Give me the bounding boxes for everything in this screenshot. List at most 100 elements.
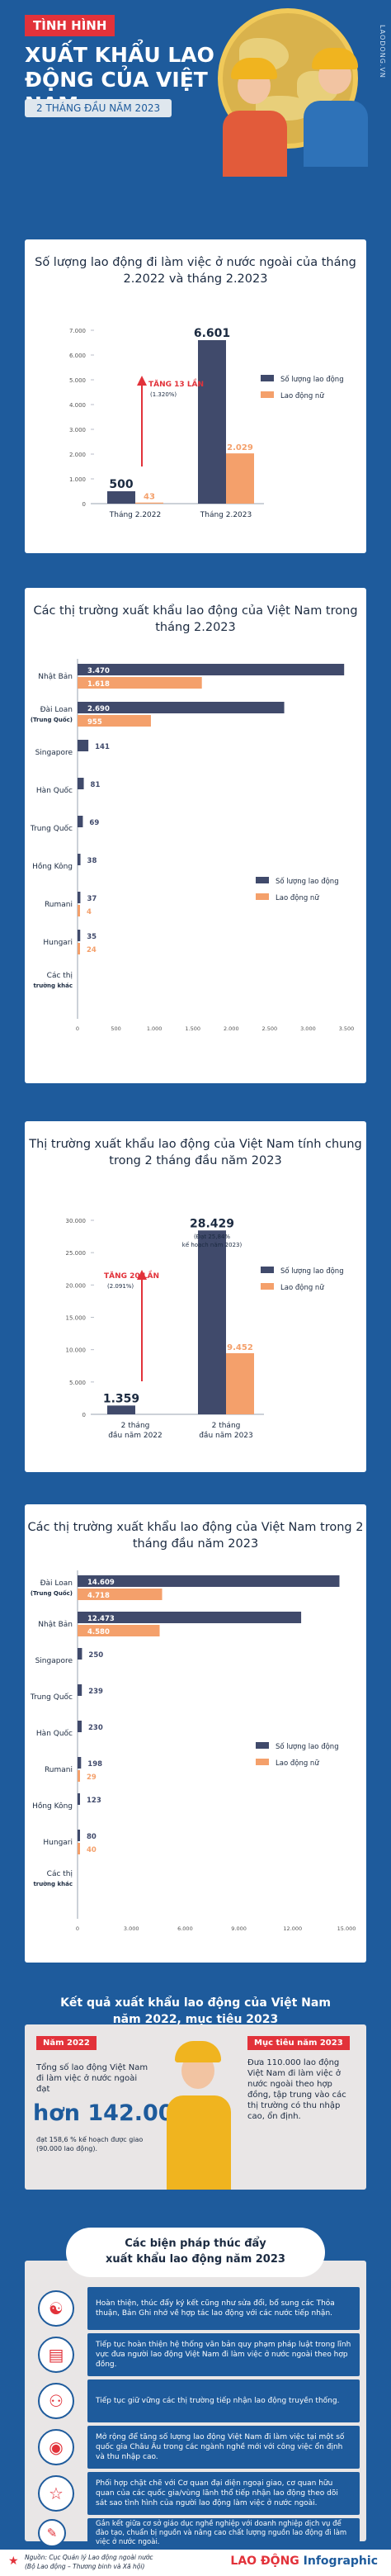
worker-illustration-right: [297, 33, 371, 198]
star-icon: ★: [8, 2555, 19, 2568]
bar: [78, 677, 202, 689]
bar-value-label: 2.690: [87, 705, 110, 713]
bar-value-label: 4: [87, 908, 92, 916]
chart-2-title-text: Các thị trường xuất khẩu lao động của Vi…: [33, 604, 358, 634]
bar: [78, 1625, 160, 1636]
x-tick-sublabel: đầu năm 2023: [199, 1431, 253, 1440]
x-tick-label: 3.000: [124, 1925, 139, 1932]
trend-arrow-head: [137, 376, 147, 386]
bar: [78, 702, 285, 713]
chart-4-title-text: Các thị trường xuất khẩu lao động của Vi…: [27, 1521, 364, 1551]
bar: [78, 1721, 82, 1732]
measure-text: Phối hợp chặt chẽ với Cơ quan đại diện n…: [87, 2472, 360, 2515]
category-sublabel: trường khác: [33, 1881, 73, 1887]
category-label: Các thị: [47, 1870, 73, 1878]
chart-4: 0 3.000 6.000 9.000 12.000 15.000 Đài Loan(Tru…: [30, 1570, 356, 1932]
x-tick-label: 0: [76, 1025, 79, 1032]
y-tick-label: 7.000: [69, 328, 86, 334]
x-tick-label: 3.500: [339, 1025, 355, 1032]
category-label: Hàn Quốc: [36, 1729, 73, 1738]
bar-value-label: 37: [87, 895, 97, 903]
globe-icon: ◉: [38, 2429, 74, 2465]
bar-note: kế hoạch năm 2023): [182, 1242, 243, 1248]
results-big-number: hơn 142.000: [33, 2100, 190, 2126]
bar: [135, 502, 163, 504]
worker-icon: ⚇: [38, 2383, 74, 2419]
bar-value-label: 35: [87, 933, 97, 941]
bar-value-label: 239: [88, 1688, 103, 1696]
bar: [78, 1830, 80, 1841]
annotation-sublabel: (1.320%): [150, 391, 177, 398]
legend-label: Lao động nữ: [280, 391, 324, 400]
annotation-sublabel: (2.091%): [107, 1283, 134, 1290]
bar: [78, 930, 81, 941]
trend-arrow-head: [137, 1270, 147, 1280]
category-label: Rumani: [45, 901, 73, 909]
results-box: Năm 2022 Tổng số lao động Việt Nam đi là…: [25, 2024, 366, 2190]
bar: [78, 816, 83, 827]
bar: [78, 1843, 80, 1854]
y-tick-label: 4.000: [69, 402, 86, 409]
category-sublabel: trường khác: [33, 983, 73, 989]
header-tag: TÌNH HÌNH: [25, 15, 115, 36]
chart-card-2: Các thị trường xuất khẩu lao động của Vi…: [25, 588, 366, 1083]
category-label: Đài Loan: [40, 1579, 73, 1588]
worker-illustration-left: [221, 50, 287, 198]
measure-item: ▤ Tiếp tục hoàn thiện hệ thống văn bản q…: [38, 2333, 360, 2376]
bar: [78, 778, 84, 789]
results-right-text: Đưa 110.000 lao động Việt Nam đi làm việ…: [247, 2058, 346, 2121]
x-tick-label: Tháng 2.2023: [200, 511, 252, 519]
y-tick-label: 0: [82, 501, 86, 508]
chart-card-1: Số lượng lao động đi làm việc ở nước ngo…: [25, 239, 366, 553]
measures-title-line-1: Các biện pháp thúc đẩy: [125, 2237, 266, 2250]
bar: [78, 1648, 82, 1660]
bar: [78, 1793, 80, 1805]
bar: [78, 664, 345, 675]
results-right-tag: Mục tiêu năm 2023: [247, 2036, 350, 2050]
y-tick-label: 5.000: [69, 377, 86, 384]
bar-value-label: 4.718: [87, 1592, 110, 1600]
bar: [198, 1230, 226, 1414]
measure-item: ⚇ Tiếp tục giữ vững các thị trường tiếp …: [38, 2379, 360, 2422]
legend-label: Số lượng lao động: [276, 877, 339, 886]
y-tick-label: 10.000: [66, 1347, 87, 1354]
measure-text: Tiếp tục hoàn thiện hệ thống văn bản quy…: [87, 2333, 360, 2376]
footer-source-line-1: Nguồn: Cục Quản lý Lao động ngoài nước: [25, 2554, 153, 2561]
bar: [198, 339, 226, 504]
bar-value-label: 69: [89, 819, 99, 827]
bar-value-label: 43: [144, 493, 155, 502]
brand-logo-part-2: Infographic: [303, 2555, 378, 2568]
bar-value-label: 4.580: [87, 1628, 110, 1636]
legend-label: Số lượng lao động: [276, 1742, 339, 1751]
chart-2-title: Các thị trường xuất khẩu lao động của Vi…: [25, 603, 366, 636]
legend-label: Số lượng lao động: [280, 1267, 344, 1276]
legend-swatch: [256, 893, 269, 900]
legend-swatch: [261, 1267, 274, 1273]
annotation-label: TĂNG 13 LẦN: [148, 378, 204, 389]
measures-title-line-2: xuất khẩu lao động năm 2023: [106, 2253, 285, 2266]
x-tick-label: 1.000: [147, 1025, 163, 1032]
measure-item: ☯ Hoàn thiện, thúc đẩy ký kết cũng như s…: [38, 2287, 360, 2330]
measures-title: Các biện pháp thúc đẩy xuất khẩu lao độn…: [66, 2228, 325, 2277]
header: TÌNH HÌNH XUẤT KHẨU LAO ĐỘNG CỦA VIỆT NA…: [0, 0, 391, 198]
measure-text: Tiếp tục giữ vững các thị trường tiếp nh…: [87, 2379, 360, 2422]
category-label: Nhật Bản: [38, 1620, 73, 1629]
bar: [78, 1612, 302, 1623]
chart-card-4: Các thị trường xuất khẩu lao động của Vi…: [25, 1504, 366, 1963]
bar-value-label: 1.359: [103, 1392, 139, 1405]
bar: [78, 740, 89, 751]
category-sublabel: (Trung Quốc): [31, 1589, 73, 1597]
category-label: Rumani: [45, 1766, 73, 1774]
brand-logo: LAO ĐỘNG Infographic: [230, 2555, 378, 2568]
x-tick-label: 2 tháng: [212, 1422, 241, 1430]
measure-text: Gắn kết giữa cơ sở giáo dục nghề nghiệp …: [87, 2518, 360, 2548]
footer-source: Nguồn: Cục Quản lý Lao động ngoài nước (…: [25, 2553, 153, 2571]
bar: [78, 1589, 163, 1600]
bar: [78, 1575, 340, 1587]
x-tick-label: 6.000: [177, 1925, 193, 1932]
bar: [226, 1352, 254, 1414]
bar: [78, 892, 81, 903]
bar-value-label: 2.029: [227, 443, 253, 452]
results-left-note: đạt 158,6 % kế hoạch được giao (90.000 l…: [36, 2136, 144, 2152]
bar: [78, 854, 81, 865]
